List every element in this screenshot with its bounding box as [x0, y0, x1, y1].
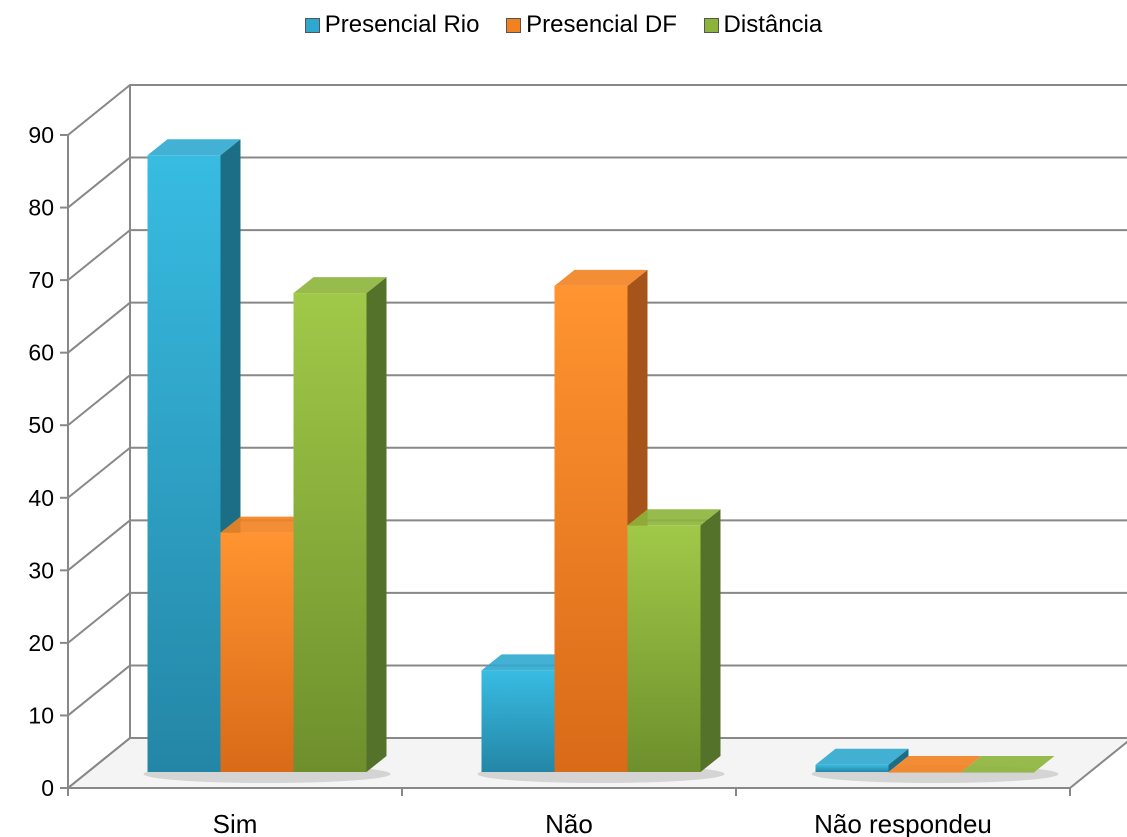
bar-front	[147, 155, 221, 772]
bar-top	[888, 756, 982, 772]
x-category-label: Sim	[213, 809, 258, 837]
bar-top	[147, 139, 241, 156]
y-tick-label: 40	[28, 485, 54, 511]
bar-2-2	[961, 756, 1055, 773]
bar-front	[627, 525, 701, 772]
y-tick-label: 60	[28, 340, 54, 366]
bar-top	[293, 277, 387, 294]
bar-front	[815, 764, 889, 772]
bar-1-1	[554, 269, 648, 772]
bar-side	[366, 277, 387, 772]
bar-side	[888, 748, 909, 772]
bar-front	[961, 772, 1035, 773]
legend-label: Distância	[723, 10, 823, 38]
y-tick-label: 80	[28, 195, 54, 221]
bar-0-2	[293, 277, 387, 772]
y-tick-label: 20	[28, 630, 54, 656]
bar-front	[554, 285, 628, 772]
y-tick-label: 50	[28, 412, 54, 438]
y-tick-label: 30	[28, 557, 54, 583]
legend-item-presencial-df: Presencial DF	[506, 11, 677, 39]
bar-front	[481, 670, 555, 772]
legend-label: Presencial Rio	[324, 10, 480, 38]
legend-swatch-icon	[703, 17, 719, 33]
bar-side	[700, 509, 721, 772]
legend-item-presencial-rio: Presencial Rio	[304, 10, 480, 39]
bar-top	[554, 269, 648, 286]
y-tick-label: 70	[28, 267, 54, 293]
bar-1-2	[627, 509, 721, 772]
bar-front	[888, 772, 962, 773]
x-category-label: Não respondeu	[814, 809, 992, 837]
bar-2-0	[815, 748, 909, 772]
bar-front	[293, 293, 367, 772]
legend-item-distancia: Distância	[703, 10, 823, 39]
x-category-label: Não	[545, 809, 593, 837]
legend-swatch-icon	[304, 17, 320, 33]
legend-label: Presencial DF	[526, 10, 677, 38]
bar-2-1	[888, 756, 982, 773]
labels: 0 10 20 30 40 50 60 70 80 90 Sim Não Não respondeu	[28, 122, 992, 837]
legend-swatch-icon	[506, 17, 522, 33]
bar-top	[627, 509, 721, 526]
bar-top	[815, 748, 909, 765]
bar-front	[220, 532, 294, 772]
legend: Presencial Rio Presencial DF Distância	[0, 10, 1127, 39]
y-tick-label: 0	[41, 775, 54, 801]
bar-top	[481, 654, 575, 671]
bar-top	[961, 756, 1055, 772]
y-tick-label: 90	[28, 122, 54, 148]
bars	[143, 139, 1059, 783]
bar-top	[220, 516, 314, 533]
y-tick-label: 10	[28, 702, 54, 728]
